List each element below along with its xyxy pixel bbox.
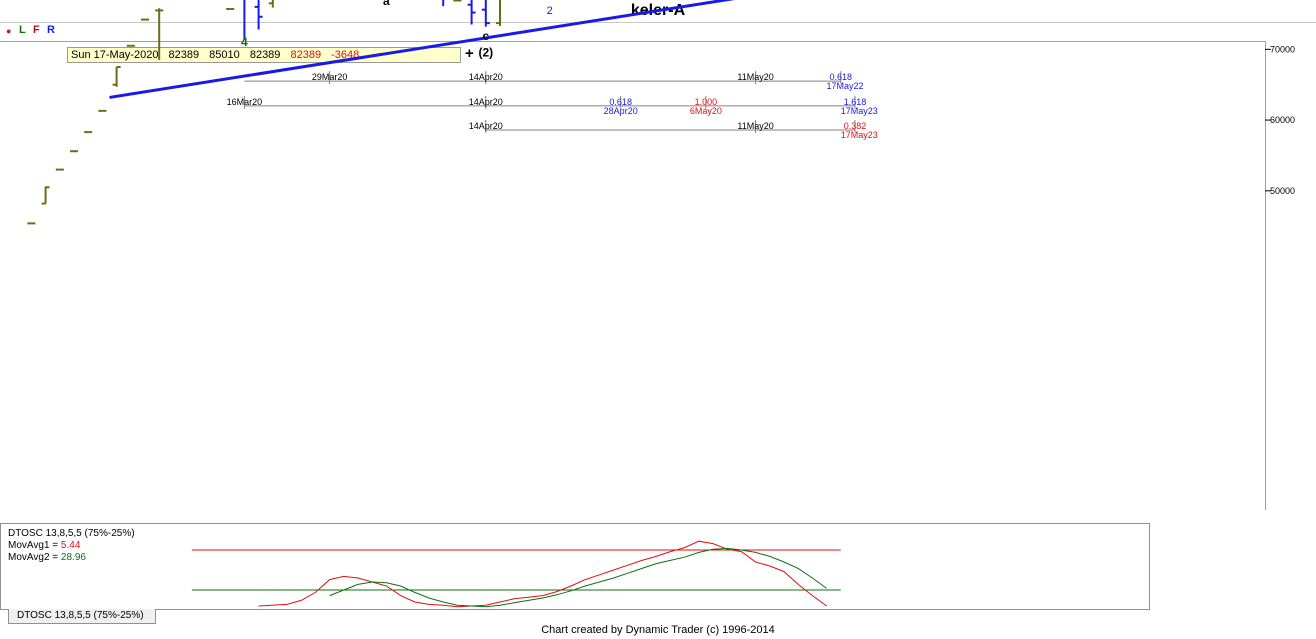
footer-credit: Chart created by Dynamic Trader (c) 1996… [541,624,775,636]
title-bar: keler-A [0,0,1316,23]
movavg1-value: 5.44 [60,540,81,551]
movavg1-label: MovAvg1 [8,540,50,551]
movavg2-label: MovAvg2 [8,552,50,563]
record-dot-icon[interactable]: ● [6,26,12,36]
movavg2-row: MovAvg2 = 28.96 [8,552,86,563]
toolbar-l-button[interactable]: L [19,24,26,36]
movavg2-value: 28.96 [60,552,86,563]
price-axis[interactable] [1265,41,1316,510]
oscillator-name: DTOSC 13,8,5,5 (75%-25%) [8,528,135,539]
oscillator-tab[interactable]: DTOSC 13,8,5,5 (75%-25%) [8,609,156,624]
toolbar-r-button[interactable]: R [47,24,55,36]
chart-title: keler-A [630,2,686,19]
toolbar-f-button[interactable]: F [33,24,40,36]
oscillator-legend: DTOSC 13,8,5,5 (75%-25%) MovAvg1 = 5.44 … [8,528,135,564]
oscillator-panel[interactable] [0,523,1150,610]
movavg1-row: MovAvg1 = 5.44 [8,540,81,551]
toolbar: ● L F R Sun 17-May-2020 82389 85010 8238… [0,23,1316,63]
price-chart-panel[interactable] [0,41,1265,511]
